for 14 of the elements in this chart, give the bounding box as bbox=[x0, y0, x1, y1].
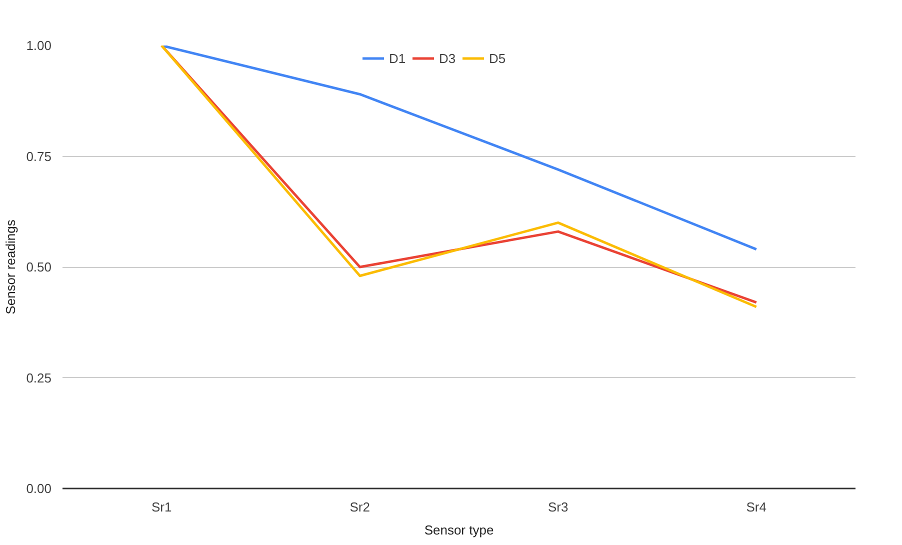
x-axis-title: Sensor type bbox=[424, 522, 494, 538]
legend-label: D5 bbox=[489, 50, 507, 66]
x-tick-label: Sr1 bbox=[152, 500, 172, 514]
y-tick-label: 0.75 bbox=[26, 148, 52, 164]
x-tick-label: Sr3 bbox=[548, 500, 568, 514]
y-tick-label: 0.25 bbox=[26, 370, 52, 386]
legend-label: D3 bbox=[439, 50, 457, 66]
legend-label: D1 bbox=[389, 50, 407, 66]
y-tick-label: 1.00 bbox=[26, 38, 52, 53]
x-tick-label: Sr2 bbox=[350, 500, 370, 514]
x-tick-label: Sr4 bbox=[746, 500, 766, 514]
y-tick-label: 0.00 bbox=[26, 481, 52, 496]
y-axis-title: Sensor readings bbox=[3, 219, 18, 314]
y-tick-label: 0.50 bbox=[26, 260, 52, 274]
